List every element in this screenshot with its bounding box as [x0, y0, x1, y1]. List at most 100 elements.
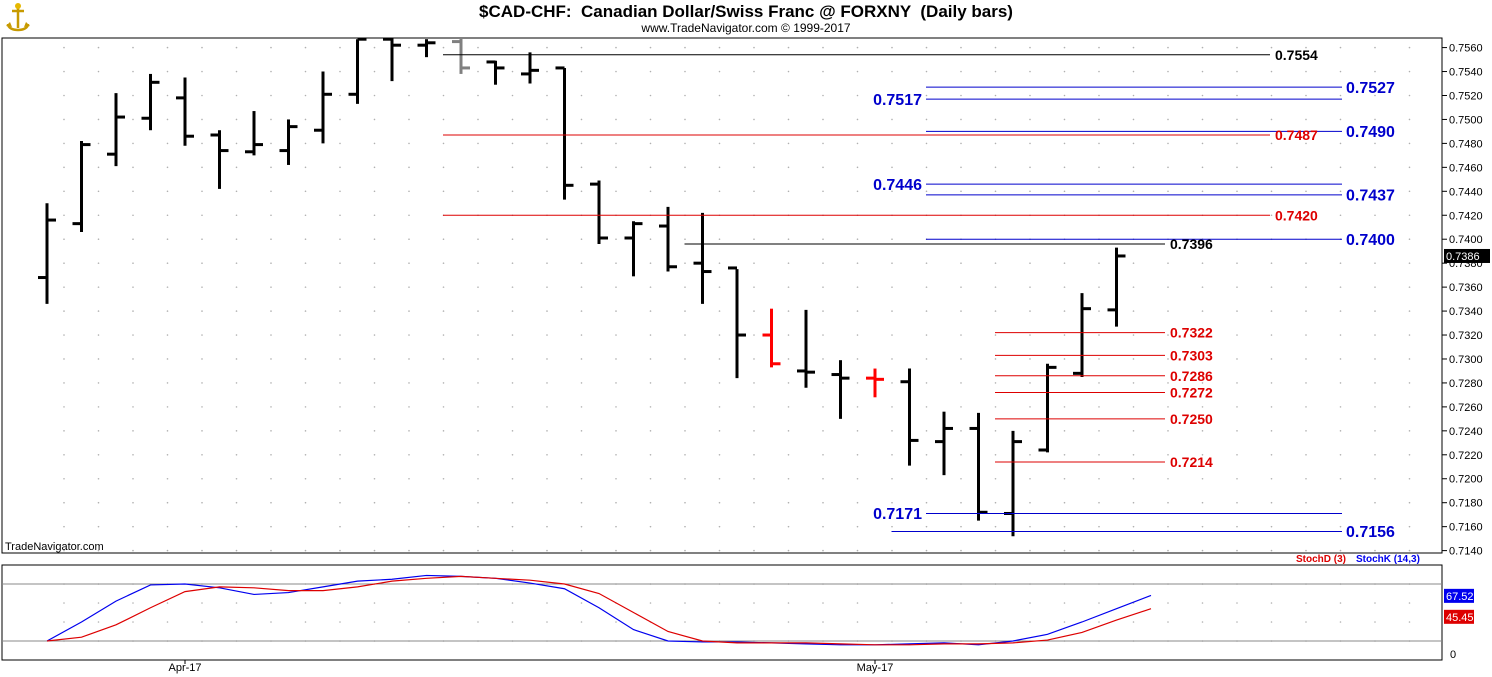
grid-dot — [718, 477, 721, 480]
grid-dot — [511, 477, 514, 480]
grid-dot — [132, 286, 134, 288]
grid-dot — [1063, 501, 1066, 504]
grid-dot — [201, 142, 203, 145]
grid-dot — [477, 334, 479, 336]
grid-dot — [442, 310, 445, 312]
grid-dot — [684, 453, 686, 456]
grid-dot — [546, 549, 548, 552]
grid-dot — [270, 406, 272, 408]
grid-dot — [477, 430, 479, 432]
grid-dot — [63, 477, 65, 480]
grid-dot — [1132, 453, 1135, 456]
y-tick-label: 0.7460 — [1449, 162, 1483, 174]
grid-dot — [753, 70, 755, 73]
grid-dot — [1098, 118, 1100, 121]
grid-dot — [684, 118, 686, 121]
grid-dot — [1236, 602, 1238, 604]
grid-dot — [132, 382, 134, 384]
grid-dot — [753, 142, 755, 145]
ohlc-bar — [72, 141, 91, 233]
grid-dot — [546, 94, 548, 97]
grid-dot — [1374, 602, 1376, 604]
grid-dot — [615, 358, 617, 360]
grid-dot — [1167, 477, 1169, 480]
grid-dot — [408, 166, 410, 169]
grid-dot — [1339, 525, 1342, 528]
grid-dot — [373, 382, 376, 384]
grid-dot — [856, 190, 859, 193]
grid-dot — [477, 70, 479, 73]
grid-dot — [787, 358, 790, 360]
grid-dot — [1374, 453, 1376, 456]
grid-dot — [787, 46, 790, 49]
grid-dot — [649, 334, 652, 336]
grid-dot — [960, 621, 962, 623]
grid-dot — [1029, 334, 1031, 336]
grid-dot — [615, 549, 617, 552]
grid-dot — [718, 621, 721, 623]
grid-dot — [63, 549, 65, 552]
grid-dot — [580, 310, 583, 312]
grid-dot — [822, 166, 824, 169]
grid-dot — [684, 286, 686, 288]
grid-dot — [960, 501, 962, 504]
grid-dot — [1098, 501, 1100, 504]
grid-dot — [304, 310, 307, 312]
grid-dot — [891, 70, 893, 73]
grid-dot — [304, 214, 307, 217]
grid-dot — [1132, 46, 1135, 49]
grid-dot — [1063, 453, 1066, 456]
grid-dot — [856, 501, 859, 504]
grid-dot — [718, 453, 721, 456]
grid-dot — [1167, 118, 1169, 121]
grid-dot — [201, 477, 203, 480]
grid-dot — [1270, 382, 1273, 384]
grid-dot — [787, 142, 790, 145]
grid-dot — [753, 94, 755, 97]
grid-dot — [442, 406, 445, 408]
grid-dot — [477, 453, 479, 456]
grid-dot — [546, 286, 548, 288]
grid-dot — [891, 358, 893, 360]
grid-dot — [1029, 70, 1031, 73]
grid-dot — [63, 142, 65, 145]
grid-dot — [546, 262, 548, 264]
grid-dot — [856, 477, 859, 480]
grid-dot — [201, 501, 203, 504]
stoch-k-value-box — [1444, 588, 1474, 603]
grid-dot — [994, 453, 997, 456]
grid-dot — [132, 142, 134, 145]
grid-dot — [649, 238, 652, 241]
grid-dot — [477, 358, 479, 360]
grid-dot — [373, 453, 376, 456]
grid-dot — [925, 501, 928, 504]
grid-dot — [649, 477, 652, 480]
grid-dot — [1029, 166, 1031, 169]
grid-dot — [408, 238, 410, 241]
ohlc-bar — [935, 411, 953, 476]
grid-dot — [339, 358, 341, 360]
grid-dot — [304, 406, 307, 408]
grid-dot — [994, 621, 997, 623]
ohlc-bar — [1004, 430, 1022, 537]
grid-dot — [994, 46, 997, 49]
grid-dot — [1305, 358, 1307, 360]
grid-dot — [1305, 118, 1307, 121]
grid-dot — [235, 166, 238, 169]
grid-dot — [63, 430, 65, 432]
grid-dot — [477, 238, 479, 241]
ohlc-bar — [141, 73, 160, 131]
grid-dot — [1339, 358, 1342, 360]
grid-dot — [718, 549, 721, 552]
grid-dot — [1374, 334, 1376, 336]
grid-dot — [1167, 334, 1169, 336]
grid-dot — [1201, 142, 1204, 145]
grid-dot — [925, 477, 928, 480]
grid-dot — [511, 310, 514, 312]
grid-dot — [511, 430, 514, 432]
grid-dot — [1132, 310, 1135, 312]
price-level-label: 0.7437 — [1346, 188, 1395, 205]
grid-dot — [201, 166, 203, 169]
grid-dot — [718, 358, 721, 360]
grid-dot — [1236, 406, 1238, 408]
